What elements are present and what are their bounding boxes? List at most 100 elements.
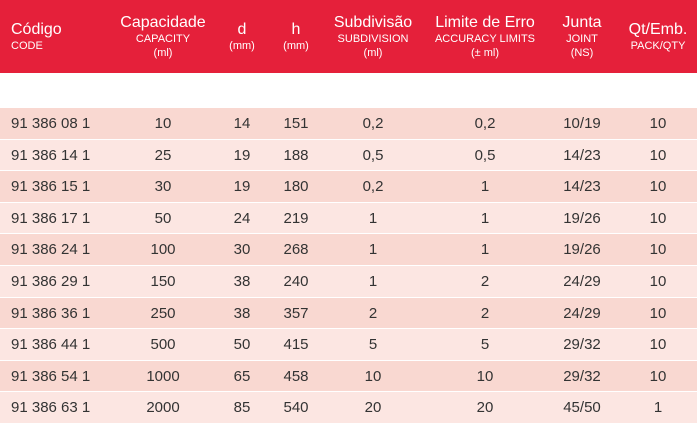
cell-code: 91 386 36 1: [11, 304, 91, 322]
cell-pack: 10: [649, 304, 667, 322]
cell-subdivision: 2: [368, 304, 378, 322]
cell-subdivision: 0,5: [362, 146, 384, 164]
cell-subdivision: 1: [368, 272, 378, 290]
cell-subdivision: 10: [364, 367, 382, 385]
cell-accuracy: 20: [476, 399, 494, 417]
table-row: 91 386 24 1 100 30 268 1 1 19/26 10: [0, 234, 697, 266]
cell-h: 357: [283, 304, 309, 322]
cell-joint: 24/29: [563, 272, 601, 290]
cell-pack: 10: [649, 336, 667, 354]
cell-capacity: 30: [154, 178, 172, 196]
cell-subdivision: 20: [364, 399, 382, 417]
cell-capacity: 10: [154, 115, 172, 132]
table-row: 91 386 17 1 50 24 219 1 1 19/26 10: [0, 202, 697, 235]
cell-subdivision: 0,2: [362, 178, 384, 196]
cell-d: 50: [233, 336, 251, 354]
table-row: 91 386 15 1 30 19 180 0,2 1 14/23 10: [0, 171, 697, 203]
cell-joint: 29/32: [563, 367, 601, 385]
cell-pack: 10: [649, 209, 667, 227]
header-subdivision-sub: SUBDIVISION: [337, 33, 409, 45]
cell-accuracy: 0,2: [474, 115, 496, 132]
header-spacer: [0, 73, 697, 108]
cell-capacity: 250: [150, 304, 176, 322]
header-accuracy-main: Limite de Erro: [435, 14, 535, 31]
cell-subdivision: 0,2: [362, 115, 384, 132]
cell-pack: 10: [649, 146, 667, 164]
header-code-main: Código: [11, 21, 62, 38]
cell-accuracy: 2: [480, 272, 490, 290]
cell-d: 19: [233, 146, 251, 164]
cell-code: 91 386 17 1: [11, 209, 91, 227]
header-h: h (mm): [276, 0, 316, 73]
cell-accuracy: 10: [476, 367, 494, 385]
cell-joint: 29/32: [563, 336, 601, 354]
cell-h: 415: [283, 336, 309, 354]
cell-joint: 14/23: [563, 146, 601, 164]
table-row: 91 386 44 1 500 50 415 5 5 29/32 10: [0, 329, 697, 361]
cell-h: 188: [283, 146, 309, 164]
header-d: d (mm): [222, 0, 262, 73]
cell-d: 38: [233, 272, 251, 290]
cell-pack: 10: [649, 241, 667, 259]
cell-d: 65: [233, 367, 251, 385]
header-subdivision-main: Subdivisão: [333, 14, 413, 31]
cell-h: 268: [283, 241, 309, 259]
header-joint-sub: JOINT: [566, 33, 598, 45]
cell-accuracy: 1: [480, 241, 490, 259]
cell-capacity: 50: [154, 209, 172, 227]
header-joint-main: Junta: [562, 14, 602, 31]
cell-d: 19: [233, 178, 251, 196]
header-d-main: d: [237, 21, 247, 38]
cell-pack: 10: [649, 115, 667, 132]
header-h-unit: (mm): [283, 40, 309, 52]
cell-d: 24: [233, 209, 251, 227]
cell-pack: 10: [649, 272, 667, 290]
header-joint: Junta JOINT (NS): [551, 0, 613, 73]
header-d-unit: (mm): [229, 40, 255, 52]
cell-h: 151: [283, 115, 309, 132]
cell-pack: 1: [653, 399, 663, 417]
cell-subdivision: 5: [368, 336, 378, 354]
cell-code: 91 386 08 1: [11, 115, 91, 132]
header-accuracy: Limite de Erro ACCURACY LIMITS (± ml): [425, 0, 545, 73]
cell-d: 38: [233, 304, 251, 322]
table-row: 91 386 29 1 150 38 240 1 2 24/29 10: [0, 265, 697, 298]
cell-joint: 19/26: [563, 241, 601, 259]
header-subdivision-unit: (ml): [363, 47, 383, 59]
cell-joint: 45/50: [563, 399, 601, 417]
header-h-main: h: [291, 21, 301, 38]
cell-capacity: 2000: [146, 399, 180, 417]
cell-h: 180: [283, 178, 309, 196]
cell-h: 240: [283, 272, 309, 290]
table-row: 91 386 14 1 25 19 188 0,5 0,5 14/23 10: [0, 139, 697, 172]
cell-pack: 10: [649, 367, 667, 385]
cell-code: 91 386 24 1: [11, 241, 91, 259]
cell-code: 91 386 15 1: [11, 178, 91, 196]
cell-accuracy: 0,5: [474, 146, 496, 164]
table-row: 91 386 08 1 10 14 151 0,2 0,2 10/19 10: [0, 108, 697, 140]
header-joint-unit: (NS): [570, 47, 594, 59]
cell-h: 219: [283, 209, 309, 227]
cell-accuracy: 2: [480, 304, 490, 322]
cell-accuracy: 1: [480, 209, 490, 227]
table-header: Código CODE Capacidade CAPACITY (ml) d (…: [0, 0, 697, 73]
cell-h: 540: [283, 399, 309, 417]
table-body: 91 386 08 1 10 1 4 15 1 0,2 0,2 10/19 10 91 386 14…: [0, 108, 697, 424]
cell-d: 85: [233, 399, 251, 417]
header-accuracy-sub: ACCURACY LIMITS: [434, 33, 536, 45]
header-subdivision: Subdivisão SUBDIVISION (ml): [327, 0, 419, 73]
cell-subdivision: 1: [368, 241, 378, 259]
table-row: 91 386 54 1 1000 65 458 10 10 29/32 10: [0, 360, 697, 393]
cell-subdivision: 1: [368, 209, 378, 227]
cell-code: 91 386 54 1: [11, 367, 91, 385]
header-code: Código CODE: [11, 0, 101, 73]
cell-joint: 14/23: [563, 178, 601, 196]
cell-code: 91 386 14 1: [11, 146, 91, 164]
header-pack: Qt/Emb. PACK/QTY: [622, 0, 694, 73]
cell-joint: 10/19: [563, 115, 601, 132]
header-capacity-main: Capacidade: [120, 14, 206, 31]
header-pack-sub: PACK/QTY: [630, 40, 686, 52]
cell-accuracy: 5: [480, 336, 490, 354]
cell-code: 91 386 29 1: [11, 272, 91, 290]
